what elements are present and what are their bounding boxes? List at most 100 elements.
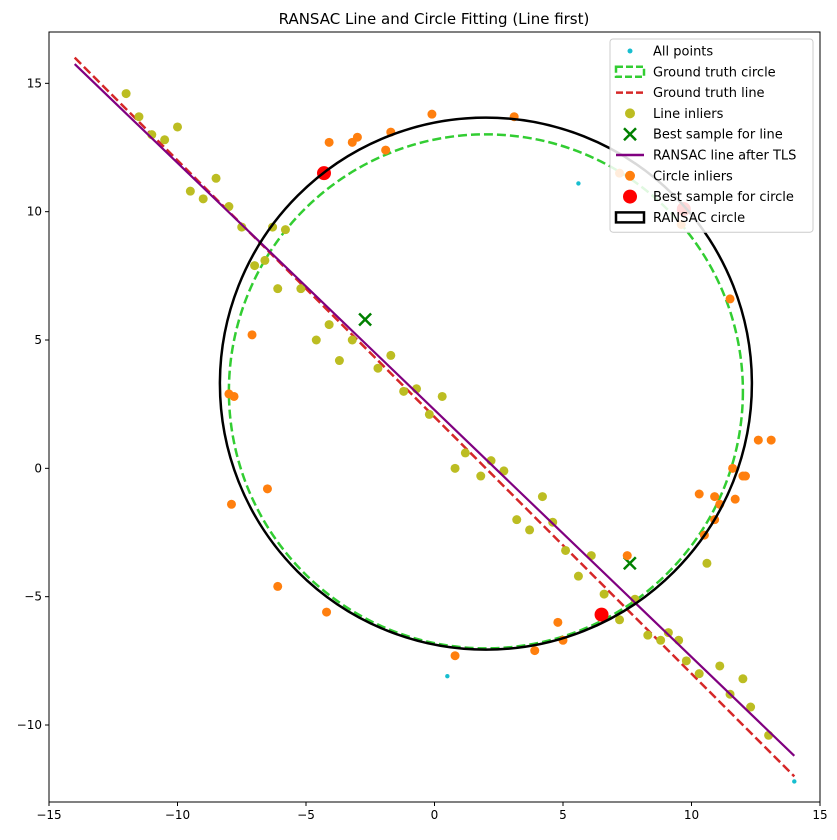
ransac-circle-curve xyxy=(218,116,754,651)
x-tick-label: 0 xyxy=(431,808,439,822)
legend-box xyxy=(609,38,814,233)
legend-entry-best-line-sample: Best sample for line xyxy=(623,127,783,143)
line-inlier-point xyxy=(656,635,666,645)
line-inlier-point xyxy=(185,186,195,196)
line-inlier-point xyxy=(663,628,673,638)
legend-swatch xyxy=(623,127,637,142)
all-point xyxy=(792,779,797,784)
legend: All points Ground truth circle Ground trut… xyxy=(609,38,814,233)
line-inlier-point xyxy=(373,363,383,373)
line-inlier-point xyxy=(525,525,535,535)
legend-entry-best-circle-sample: Best sample for circle xyxy=(623,189,794,205)
x-tick-label: −10 xyxy=(165,808,190,822)
legend-entry-ransac-circle: RANSAC circle xyxy=(614,211,745,226)
legend-label: All points xyxy=(653,45,713,60)
ransac-line-curve xyxy=(73,63,796,757)
legend-label: Ground truth line xyxy=(653,86,765,101)
legend-swatch xyxy=(614,211,646,224)
line-inlier-point xyxy=(280,225,290,235)
plot-area xyxy=(73,56,797,784)
gt-line-curve xyxy=(73,56,796,778)
legend-entry-gt-circle: Ground truth circle xyxy=(614,65,776,80)
legend-label: RANSAC line after TLS xyxy=(653,149,796,164)
line-inlier-point xyxy=(134,112,144,122)
x-tick-label: −15 xyxy=(36,808,61,822)
circle-inlier-point xyxy=(766,435,776,445)
legend-swatch xyxy=(625,108,635,119)
axes: −15 −10 −5 0 5 10 15 −10 −5 0 5 10 15 xyxy=(17,76,828,822)
circle-inlier-point xyxy=(753,435,763,445)
circle-inlier-point xyxy=(728,463,738,473)
circle-inlier-point xyxy=(450,651,460,661)
circle-inlier-point xyxy=(694,489,704,499)
y-tick-label: 10 xyxy=(27,205,42,219)
legend-label: Best sample for circle xyxy=(653,190,794,205)
circle-inlier-point xyxy=(324,137,334,147)
line-inlier-point xyxy=(738,674,748,684)
legend-label: Circle inliers xyxy=(653,169,733,184)
y-tick-label: 0 xyxy=(34,461,42,475)
best-line-sample-marker xyxy=(358,312,372,327)
line-inlier-point xyxy=(198,194,208,204)
y-tick-label: 5 xyxy=(34,333,42,347)
line-inlier-point xyxy=(160,135,170,145)
line-inlier-point xyxy=(399,386,409,396)
legend-swatch xyxy=(614,65,646,79)
legend-label: Line inliers xyxy=(653,107,724,122)
line-inlier-point xyxy=(681,656,691,666)
line-inlier-point xyxy=(296,284,306,294)
line-inlier-point xyxy=(324,320,334,330)
line-inlier-point xyxy=(537,492,547,502)
line-inlier-point xyxy=(173,122,182,132)
circle-inlier-point xyxy=(352,132,362,142)
x-stroke xyxy=(358,312,372,327)
line-inlier-point xyxy=(437,391,447,401)
legend-swatch xyxy=(623,189,637,204)
line-inlier-point xyxy=(599,589,609,599)
line-inlier-point xyxy=(746,702,756,712)
line-inlier-point xyxy=(211,173,221,183)
legend-swatch xyxy=(625,170,635,181)
line-inlier-point xyxy=(260,255,270,265)
line-inlier-point xyxy=(121,89,131,99)
circle-inlier-point xyxy=(530,646,540,656)
circle-inlier-point xyxy=(622,551,632,561)
legend-entry-line-inliers: Line inliers xyxy=(625,107,724,122)
circle-inlier-point xyxy=(427,109,437,119)
line-inlier-point xyxy=(273,284,283,294)
line-inlier-point xyxy=(615,615,625,625)
line-inlier-point xyxy=(561,545,571,555)
x-stroke xyxy=(622,556,637,571)
circle-inlier-point xyxy=(247,330,257,340)
circle-inlier-point xyxy=(553,617,563,627)
line-inlier-point xyxy=(250,261,260,271)
legend-label: Ground truth circle xyxy=(653,65,776,80)
line-inlier-point xyxy=(702,558,712,568)
x-tick-label: 10 xyxy=(684,808,699,822)
circle-inlier-point xyxy=(725,294,735,304)
all-point xyxy=(576,181,581,186)
line-inlier-point xyxy=(237,222,247,232)
line-inlier-point xyxy=(512,515,522,525)
line-inlier-point xyxy=(424,409,434,419)
legend-entry-gt-line: Ground truth line xyxy=(616,86,765,101)
line-inlier-point xyxy=(334,356,344,366)
y-tick-label: −10 xyxy=(17,718,42,732)
circle-inlier-point xyxy=(381,145,391,155)
line-inlier-point xyxy=(573,571,583,581)
legend-entry-circle-inliers: Circle inliers xyxy=(625,169,733,184)
legend-entry-all-points: All points xyxy=(627,45,713,60)
circle-inlier-point xyxy=(262,484,272,494)
legend-entry-ransac-line: RANSAC line after TLS xyxy=(616,149,796,164)
circle-inlier-point xyxy=(322,607,332,617)
line-inlier-point xyxy=(386,350,396,360)
y-tick-label: 15 xyxy=(27,76,42,90)
circle-inlier-point xyxy=(740,471,750,481)
y-tick-label: −5 xyxy=(24,590,42,604)
line-inlier-point xyxy=(643,630,653,640)
x-tick-label: 15 xyxy=(812,808,827,822)
chart-title: RANSAC Line and Circle Fitting (Line fir… xyxy=(279,10,590,28)
x-tick-label: 5 xyxy=(559,808,567,822)
circle-inlier-point xyxy=(730,494,740,504)
